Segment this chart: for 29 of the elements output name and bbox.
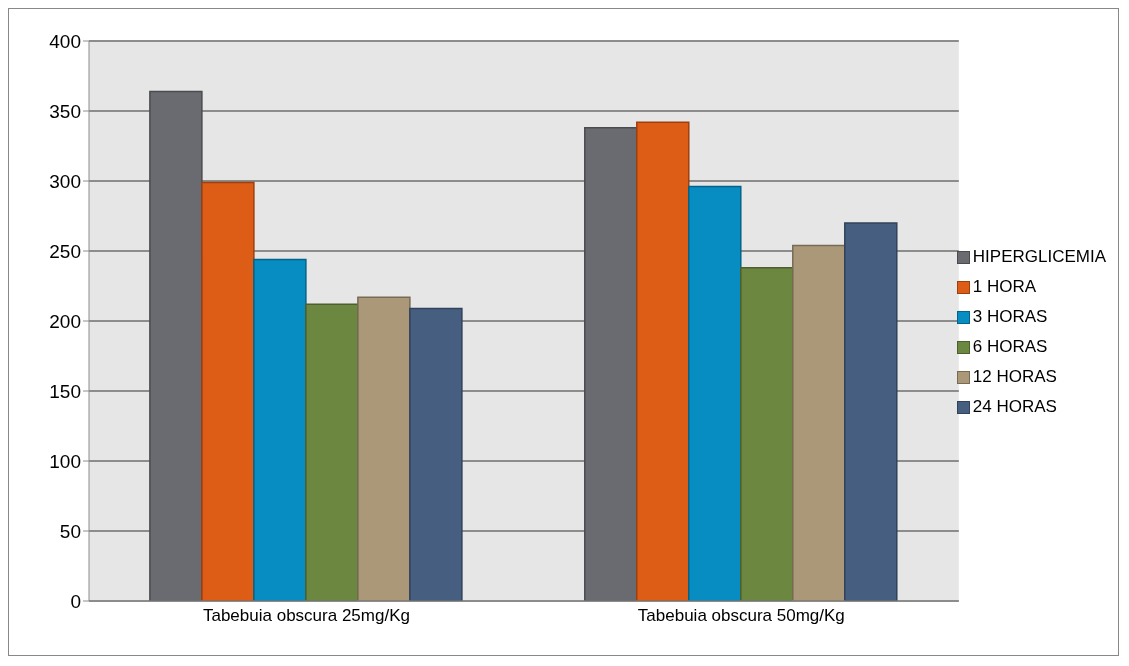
bar bbox=[584, 127, 638, 601]
bar bbox=[149, 90, 203, 601]
bar bbox=[636, 121, 690, 601]
legend-label: HIPERGLICEMIA bbox=[972, 247, 1106, 267]
x-tick-label: Tabebuia obscura 25mg/Kg bbox=[202, 606, 410, 626]
bar bbox=[792, 244, 846, 601]
y-tick-label: 400 bbox=[49, 30, 81, 52]
y-tick-label: 200 bbox=[49, 310, 81, 332]
y-tick-label: 350 bbox=[49, 100, 81, 122]
y-tick-label: 0 bbox=[70, 590, 81, 612]
y-tick-label: 150 bbox=[49, 380, 81, 402]
y-tick-label: 250 bbox=[49, 240, 81, 262]
y-tick-label: 100 bbox=[49, 450, 81, 472]
legend-label: 3 HORAS bbox=[972, 307, 1048, 327]
y-tick-label: 300 bbox=[49, 170, 81, 192]
bar bbox=[253, 258, 307, 601]
bar bbox=[201, 181, 255, 601]
bar bbox=[740, 267, 794, 601]
bar bbox=[305, 303, 359, 601]
x-tick-label: Tabebuia obscura 50mg/Kg bbox=[637, 606, 845, 626]
legend-label: 24 HORAS bbox=[972, 397, 1057, 417]
legend-label: 1 HORA bbox=[972, 277, 1037, 297]
bar bbox=[409, 307, 463, 601]
bar bbox=[688, 185, 742, 601]
y-tick-label: 50 bbox=[59, 520, 81, 542]
bar bbox=[357, 296, 411, 601]
legend-label: 12 HORAS bbox=[972, 367, 1057, 387]
legend-label: 6 HORAS bbox=[972, 337, 1048, 357]
bar bbox=[844, 222, 898, 601]
